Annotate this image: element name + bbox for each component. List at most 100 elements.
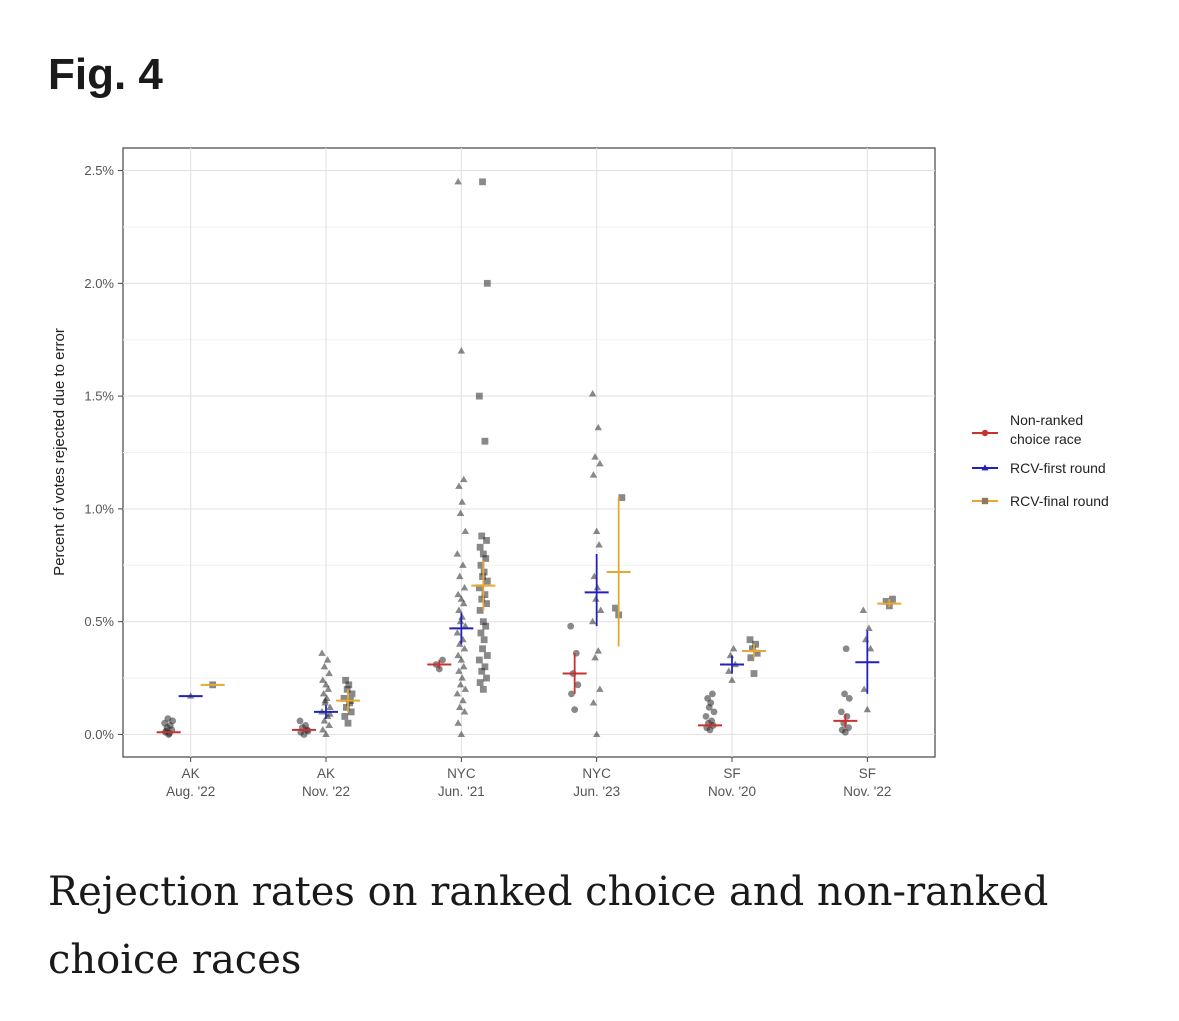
observation-point	[323, 656, 332, 663]
observation-point	[478, 667, 486, 675]
observation-point	[342, 676, 349, 684]
y-axis: 0.0% 0.5% 1.0% 1.5% 2.0% 2.5%	[84, 163, 123, 742]
observation-point	[162, 727, 170, 735]
observation-point	[842, 645, 850, 653]
observation-point	[461, 622, 470, 629]
legend-marker	[981, 464, 989, 471]
figure-label: Fig. 4	[48, 50, 163, 99]
y-tick-label: 0.0%	[84, 727, 114, 742]
observation-point	[348, 690, 356, 698]
x-tick-label-date: Jun. '23	[573, 784, 620, 799]
observation-point	[725, 667, 733, 674]
observation-point	[326, 710, 334, 717]
observation-point	[571, 706, 579, 714]
observation-point	[455, 703, 464, 710]
observation-point	[618, 494, 626, 502]
observation-point	[460, 583, 469, 591]
observation-point	[483, 577, 491, 585]
observation-point	[319, 676, 327, 683]
observation-point	[344, 719, 352, 727]
observation-point	[322, 680, 330, 688]
x-tick-label-date: Nov. '22	[843, 784, 891, 799]
observation-point	[594, 423, 603, 431]
observation-point	[612, 604, 619, 612]
observation-point	[568, 690, 575, 698]
x-tick-label-region: SF	[859, 766, 876, 781]
observation-point	[322, 730, 330, 738]
x-tick-label-date: Nov. '20	[708, 784, 756, 799]
observation-point	[454, 719, 462, 726]
observation-point	[457, 595, 466, 602]
y-tick-label: 1.0%	[84, 501, 114, 516]
observation-point	[319, 689, 328, 697]
observation-point	[591, 453, 599, 460]
x-tick-label-date: Aug. '22	[166, 784, 215, 799]
observation-point	[860, 685, 868, 692]
observation-point	[591, 653, 599, 661]
observation-point	[476, 679, 484, 686]
observation-point	[318, 649, 326, 656]
observation-point	[596, 606, 605, 613]
observation-point	[459, 561, 467, 568]
observation-point	[455, 640, 464, 647]
observation-point	[475, 584, 483, 592]
observation-point	[453, 629, 462, 636]
observation-point	[845, 724, 852, 732]
observation-point	[478, 595, 486, 603]
x-tick-label-region: AK	[317, 766, 335, 781]
observation-point	[341, 713, 349, 720]
observation-point	[460, 708, 469, 715]
observation-point	[483, 652, 491, 659]
observation-point	[458, 498, 466, 505]
observation-point	[481, 591, 489, 598]
observation-point	[345, 681, 353, 689]
observation-point	[753, 649, 761, 657]
observation-point	[709, 690, 716, 698]
observation-point	[325, 721, 333, 729]
x-tick-label-region: AK	[182, 766, 200, 781]
observation-point	[461, 685, 470, 692]
y-tick-label: 0.5%	[84, 614, 114, 629]
observation-point	[296, 717, 304, 725]
observation-point	[457, 347, 466, 354]
observation-point	[482, 555, 490, 562]
observation-point	[588, 389, 597, 397]
observation-point	[746, 636, 754, 644]
observation-point	[459, 599, 468, 607]
observation-point	[453, 550, 462, 557]
y-tick-label: 2.0%	[84, 276, 114, 291]
observation-point	[479, 618, 487, 626]
observation-point	[750, 670, 758, 677]
observation-point	[482, 622, 490, 630]
observation-point	[841, 690, 848, 698]
observation-point	[863, 705, 872, 713]
observation-point	[320, 662, 329, 670]
observation-point	[324, 685, 333, 692]
observation-point	[702, 713, 710, 720]
x-tick-label-date: Jun. '21	[438, 784, 485, 799]
observation-point	[749, 645, 756, 653]
observation-point	[456, 680, 465, 688]
observation-point	[729, 644, 738, 652]
observation-point	[479, 685, 487, 693]
observation-point	[321, 696, 329, 704]
observation-point	[483, 600, 490, 608]
observation-point	[483, 674, 490, 682]
observation-point	[439, 656, 446, 664]
observation-point	[704, 694, 711, 702]
observation-point	[455, 482, 463, 489]
figure-caption: Rejection rates on ranked choice and non…	[48, 869, 1049, 983]
observation-point	[596, 459, 604, 467]
legend-label: choice race	[1010, 431, 1082, 447]
observation-point	[476, 606, 484, 614]
observation-point	[483, 537, 490, 544]
observation-point	[481, 663, 489, 671]
observation-point	[589, 698, 598, 706]
observation-point	[592, 730, 601, 738]
legend-label: RCV-final round	[1010, 493, 1109, 509]
x-tick-label-region: NYC	[447, 766, 476, 781]
observation-point	[475, 656, 483, 664]
observation-point	[710, 708, 718, 716]
observation-point	[340, 694, 348, 702]
legend-label: Non-ranked	[1010, 412, 1083, 428]
